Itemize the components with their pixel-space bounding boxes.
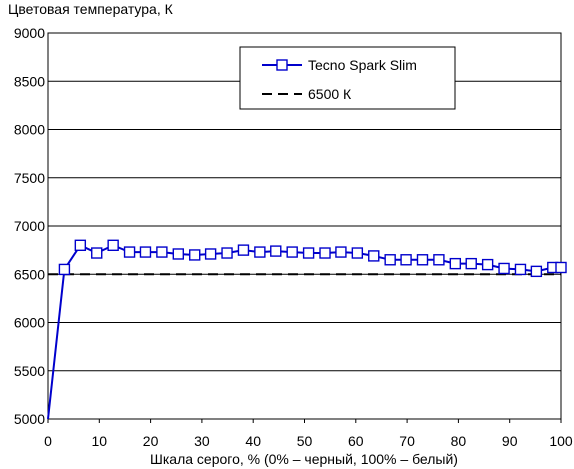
x-tick-label: 0: [44, 433, 52, 449]
data-point: [449, 257, 462, 270]
data-point: [514, 263, 527, 276]
y-tick-label: 6000: [14, 315, 45, 331]
y-tick-label: 9000: [14, 25, 45, 41]
data-point: [123, 246, 136, 258]
plot-area: [47, 239, 567, 420]
x-tick-label: 30: [194, 433, 210, 449]
x-tick-label: 20: [143, 433, 159, 449]
data-point: [91, 247, 103, 259]
data-point: [319, 247, 331, 259]
data-point: [302, 247, 315, 259]
x-tick-label: 50: [297, 433, 313, 449]
series-line-tecno-spark-slim: [47, 244, 561, 420]
data-point: [107, 239, 119, 252]
x-tick-label: 40: [245, 433, 261, 449]
y-tick-label: 7500: [14, 170, 45, 186]
y-tick-label: 5500: [14, 363, 45, 379]
data-point: [368, 250, 380, 262]
data-point: [384, 254, 396, 266]
data-point: [189, 249, 201, 261]
x-tick-label: 10: [92, 433, 108, 449]
data-point: [254, 246, 266, 258]
legend-series-label: Tecno Spark Slim: [308, 57, 417, 73]
data-point: [416, 254, 429, 266]
y-tick-label: 8500: [14, 73, 45, 89]
x-tick-label: 70: [399, 433, 415, 449]
y-tick-labels: 5000 5500 6000 6500 7000 7500 8000 8500 9000: [14, 25, 45, 427]
x-tick-labels: 0 10 20 30 40 50 60 70 80 90 100: [44, 433, 573, 449]
data-point: [172, 248, 185, 260]
data-point: [335, 246, 347, 258]
data-point: [400, 254, 412, 266]
data-point: [498, 262, 510, 275]
y-tick-label: 6500: [14, 266, 45, 282]
x-tick-label: 90: [502, 433, 518, 449]
data-point: [286, 246, 298, 258]
legend: Tecno Spark Slim 6500 К: [239, 46, 456, 110]
data-point: [221, 247, 233, 259]
y-tick-label: 7000: [14, 218, 45, 234]
data-point: [465, 257, 477, 270]
y-tick-label: 8000: [14, 122, 45, 138]
x-tick-label: 80: [451, 433, 467, 449]
x-tick-label: 100: [549, 433, 573, 449]
data-point: [237, 244, 250, 256]
data-point: [351, 247, 364, 259]
data-point: [74, 239, 87, 252]
legend-box: [239, 46, 456, 110]
legend-series-marker: [276, 59, 288, 71]
data-point: [433, 254, 445, 266]
data-point: [139, 246, 152, 258]
data-point: [58, 263, 71, 276]
data-point: [204, 248, 217, 260]
data-point: [530, 265, 543, 278]
y-axis-label: Цветовая температура, К: [8, 1, 174, 17]
data-point: [156, 246, 168, 258]
data-point: [481, 258, 494, 271]
data-point: [555, 261, 567, 274]
x-axis-label: Шкала серого, % (0% – черный, 100% – бел…: [150, 451, 458, 467]
data-point: [270, 245, 282, 257]
y-tick-label: 5000: [14, 411, 45, 427]
x-tick-label: 60: [348, 433, 364, 449]
legend-reference-label: 6500 К: [308, 86, 352, 102]
